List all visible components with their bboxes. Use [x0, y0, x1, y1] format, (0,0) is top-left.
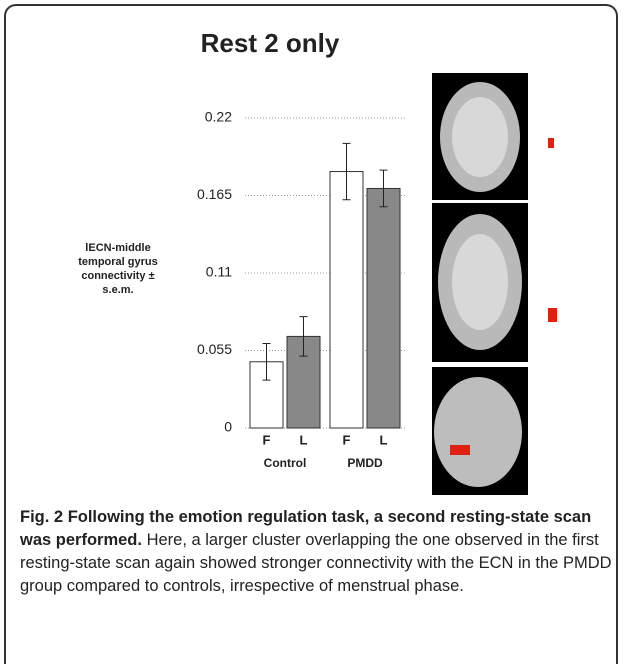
brain-matter	[452, 234, 508, 330]
y-tick-label: 0	[224, 419, 232, 435]
caption-label: Fig. 2	[20, 508, 63, 526]
y-tick-label: 0.055	[197, 341, 232, 357]
x-tick-label: L	[300, 432, 308, 447]
y-tick-label: 0.165	[197, 186, 232, 202]
y-axis-label: lECN-middle	[85, 242, 150, 254]
group-label: Control	[264, 456, 307, 470]
y-axis-label: s.e.m.	[102, 284, 133, 296]
y-tick-label: 0.11	[206, 264, 232, 280]
brain-images	[432, 73, 557, 495]
cluster	[548, 138, 554, 148]
bar	[367, 188, 400, 428]
y-tick-label: 0.22	[205, 109, 232, 125]
caption: Fig. 2 Following the emotion regulation …	[20, 506, 612, 598]
brain-slice	[434, 377, 522, 487]
cluster	[450, 445, 470, 455]
x-tick-label: F	[263, 432, 271, 447]
y-axis-label: connectivity ±	[81, 270, 154, 282]
x-tick-label: L	[380, 432, 388, 447]
y-axis-label: temporal gyrus	[78, 256, 157, 268]
brain-matter	[452, 97, 508, 177]
bar	[330, 172, 363, 428]
chart-title: Rest 2 only	[201, 28, 340, 58]
chart: Rest 2 only lECN-middle temporal gyrus con…	[0, 0, 624, 500]
cluster	[548, 308, 557, 322]
x-tick-label: F	[343, 432, 351, 447]
page: Rest 2 only lECN-middle temporal gyrus con…	[0, 0, 624, 653]
group-label: PMDD	[347, 456, 383, 470]
